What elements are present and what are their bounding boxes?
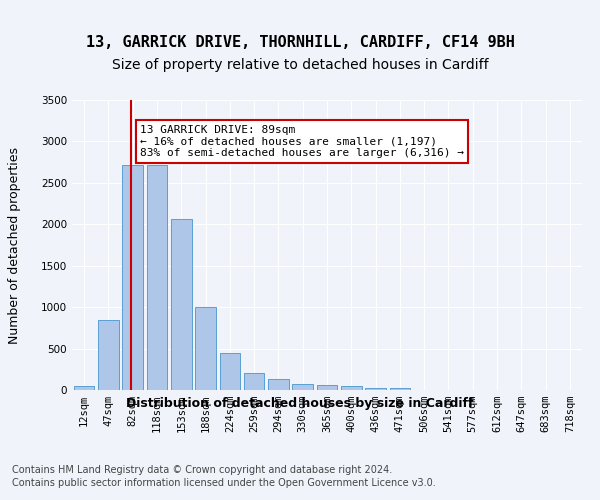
Bar	[317, 385, 337, 390]
Text: Contains public sector information licensed under the Open Government Licence v3: Contains public sector information licen…	[12, 478, 436, 488]
Text: Distribution of detached houses by size in Cardiff: Distribution of detached houses by size …	[126, 398, 474, 410]
Bar	[171, 220, 191, 390]
Bar	[268, 379, 289, 390]
Text: 13 GARRICK DRIVE: 89sqm
← 16% of detached houses are smaller (1,197)
83% of semi: 13 GARRICK DRIVE: 89sqm ← 16% of detache…	[140, 125, 464, 158]
Bar	[74, 386, 94, 390]
Text: Contains HM Land Registry data © Crown copyright and database right 2024.: Contains HM Land Registry data © Crown c…	[12, 465, 392, 475]
Bar	[98, 320, 119, 390]
Bar	[146, 164, 167, 390]
Bar	[244, 374, 265, 390]
Bar	[389, 388, 410, 390]
Text: 13, GARRICK DRIVE, THORNHILL, CARDIFF, CF14 9BH: 13, GARRICK DRIVE, THORNHILL, CARDIFF, C…	[86, 35, 514, 50]
Y-axis label: Number of detached properties: Number of detached properties	[8, 146, 21, 344]
Bar	[365, 388, 386, 390]
Bar	[341, 386, 362, 390]
Bar	[122, 164, 143, 390]
Bar	[195, 307, 216, 390]
Bar	[220, 352, 240, 390]
Text: Size of property relative to detached houses in Cardiff: Size of property relative to detached ho…	[112, 58, 488, 71]
Bar	[292, 384, 313, 390]
